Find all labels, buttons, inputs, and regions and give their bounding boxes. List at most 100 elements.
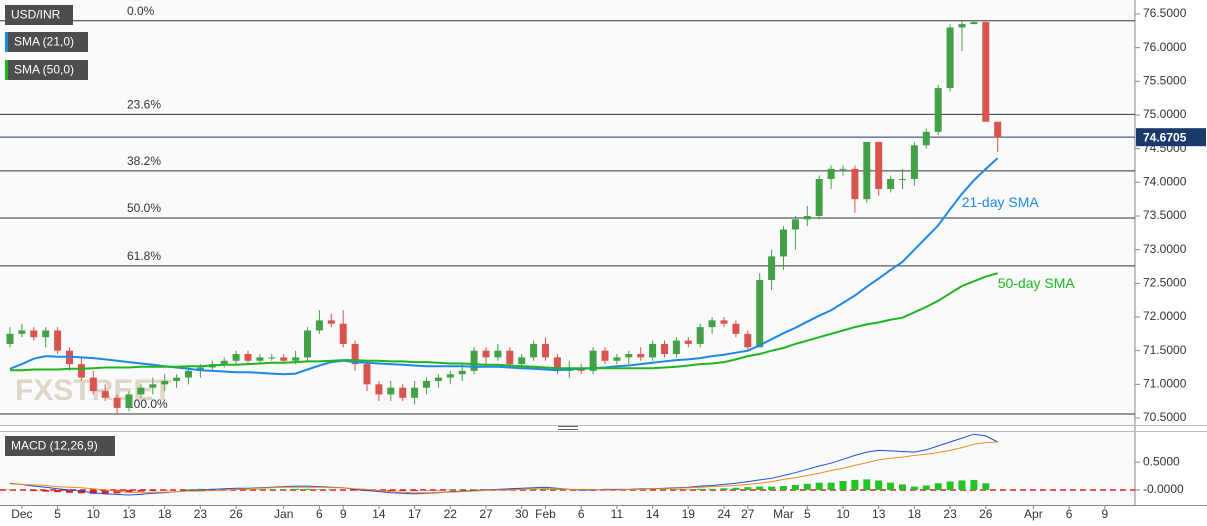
candle-body [42, 330, 50, 338]
candle-body [815, 178, 823, 216]
x-tick-label: Dec [11, 507, 32, 521]
x-tick-label: 19 [682, 507, 696, 521]
candle-body [696, 327, 704, 344]
histogram-bar [780, 486, 787, 490]
x-tick-label: 24 [717, 507, 731, 521]
candle-body [506, 350, 514, 365]
sma-annotation: 21-day SMA [962, 194, 1040, 210]
x-tick-label: 17 [408, 507, 422, 521]
histogram-bar [851, 479, 859, 490]
candle-body [613, 357, 621, 361]
histogram-bar [411, 489, 419, 492]
x-tick-label: 10 [836, 507, 850, 521]
histogram-bar [101, 489, 109, 494]
candle-body [899, 178, 906, 180]
x-tick-label: Apr [1024, 507, 1043, 521]
x-tick-label: 13 [872, 507, 886, 521]
candle-body [934, 88, 942, 132]
histogram-bar [423, 489, 430, 491]
candle-body [672, 340, 680, 355]
candle-body [77, 364, 85, 378]
x-tick-label: 5 [54, 507, 61, 521]
x-tick-label: 6 [1066, 507, 1073, 521]
histogram-bar [113, 489, 121, 494]
histogram-bar [756, 486, 764, 490]
y-tick-label: 71.0000 [1143, 377, 1187, 391]
histogram-bar [946, 481, 954, 490]
candle-body [268, 357, 276, 359]
y-tick-label: 73.5000 [1143, 208, 1187, 222]
macd-line [9, 441, 998, 494]
x-tick-label: 10 [87, 507, 101, 521]
resize-grip[interactable] [558, 426, 578, 430]
histogram-bar [89, 489, 97, 494]
macd-title-box [5, 436, 115, 456]
y-tick-label: 73.0000 [1143, 242, 1187, 256]
x-tick-label: 26 [979, 507, 993, 521]
histogram-bar [399, 489, 407, 492]
legend-label: SMA (50,0) [14, 63, 74, 77]
histogram-bar [434, 489, 442, 491]
candle-body [768, 256, 776, 280]
histogram-bar [327, 489, 335, 490]
x-tick-label: 6 [578, 507, 585, 521]
x-tick-label: Mar [773, 507, 794, 521]
candle-body [542, 343, 549, 358]
y-tick-label: 72.0000 [1143, 309, 1187, 323]
x-tick-label: 9 [1101, 507, 1108, 521]
candle-body [149, 384, 157, 388]
histogram-bar [185, 489, 192, 490]
histogram-bar [661, 489, 668, 490]
histogram-bar [77, 489, 85, 494]
x-tick-label: 30 [515, 507, 529, 521]
price-tag-label: 74.6705 [1143, 130, 1187, 144]
fib-label: 23.6% [127, 97, 161, 111]
x-tick-label: 23 [194, 507, 208, 521]
histogram-bar [720, 488, 728, 490]
candle-body [458, 370, 466, 375]
x-tick-label: 18 [158, 507, 172, 521]
histogram-bar [6, 489, 14, 490]
candle-body [910, 145, 918, 179]
candle-body [196, 367, 204, 371]
candle-body [494, 350, 502, 358]
histogram-bar [934, 483, 942, 490]
y-tick-label: 76.0000 [1143, 40, 1187, 54]
histogram-bar [196, 488, 204, 490]
candle-body [637, 354, 645, 358]
histogram-bar [315, 489, 323, 490]
histogram-bar [149, 489, 157, 492]
histogram-bar [42, 489, 50, 492]
candle-body [780, 229, 787, 257]
fib-label: 100.0% [127, 397, 168, 411]
histogram-bar [958, 480, 966, 490]
candle-body [113, 397, 121, 408]
y-tick-label: 75.5000 [1143, 74, 1187, 88]
macd-panel [0, 432, 1135, 505]
candle-body [315, 320, 323, 331]
candle-body [589, 350, 597, 371]
histogram-bar [446, 489, 454, 490]
candle-body [89, 377, 97, 392]
candle-body [958, 24, 966, 28]
candle-body [244, 354, 252, 361]
candle-body [994, 121, 1002, 138]
candle-body [446, 374, 454, 378]
sma-annotation: 50-day SMA [998, 275, 1076, 291]
candle-body [922, 131, 930, 146]
fib-label: 50.0% [127, 201, 161, 215]
histogram-bar [280, 489, 288, 490]
candle-body [803, 216, 811, 220]
y-tick-label: 72.5000 [1143, 276, 1187, 290]
candle-body [387, 387, 395, 395]
marks: 70.5000 71.0000 71.5000 72.0000 72.5000 73.00… [0, 4, 1206, 521]
histogram-bar [922, 485, 930, 490]
histogram-bar [672, 489, 680, 490]
candle-body [30, 330, 38, 338]
histogram-bar [875, 480, 883, 490]
y-tick-label: 74.0000 [1143, 175, 1187, 189]
candle-body [863, 141, 871, 200]
histogram-bar [744, 487, 752, 490]
y-tick-label: 0.5000 [1143, 454, 1180, 468]
price-panel [0, 0, 1135, 425]
